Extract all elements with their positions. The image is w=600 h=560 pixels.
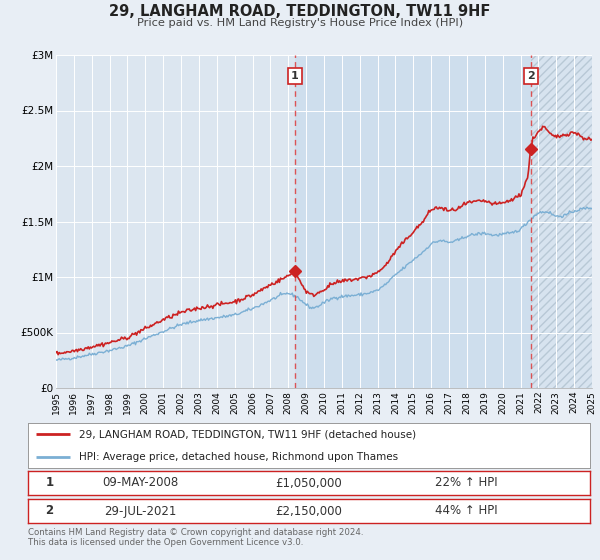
Text: 2: 2 bbox=[45, 505, 53, 517]
Text: £2,150,000: £2,150,000 bbox=[275, 505, 343, 517]
Text: 29-JUL-2021: 29-JUL-2021 bbox=[104, 505, 176, 517]
Text: 22% ↑ HPI: 22% ↑ HPI bbox=[435, 477, 497, 489]
Text: Price paid vs. HM Land Registry's House Price Index (HPI): Price paid vs. HM Land Registry's House … bbox=[137, 18, 463, 28]
Text: 2: 2 bbox=[527, 71, 535, 81]
Bar bbox=[531, 55, 592, 388]
Text: 29, LANGHAM ROAD, TEDDINGTON, TW11 9HF (detached house): 29, LANGHAM ROAD, TEDDINGTON, TW11 9HF (… bbox=[79, 430, 416, 439]
Text: £1,050,000: £1,050,000 bbox=[275, 477, 343, 489]
Bar bbox=[295, 55, 531, 388]
Text: Contains HM Land Registry data © Crown copyright and database right 2024.
This d: Contains HM Land Registry data © Crown c… bbox=[28, 528, 364, 548]
Text: HPI: Average price, detached house, Richmond upon Thames: HPI: Average price, detached house, Rich… bbox=[79, 452, 398, 462]
Bar bbox=[531, 55, 592, 388]
Text: 1: 1 bbox=[45, 477, 53, 489]
Text: 44% ↑ HPI: 44% ↑ HPI bbox=[435, 505, 497, 517]
Text: 1: 1 bbox=[291, 71, 299, 81]
Text: 09-MAY-2008: 09-MAY-2008 bbox=[102, 477, 179, 489]
Text: 29, LANGHAM ROAD, TEDDINGTON, TW11 9HF: 29, LANGHAM ROAD, TEDDINGTON, TW11 9HF bbox=[109, 4, 491, 19]
